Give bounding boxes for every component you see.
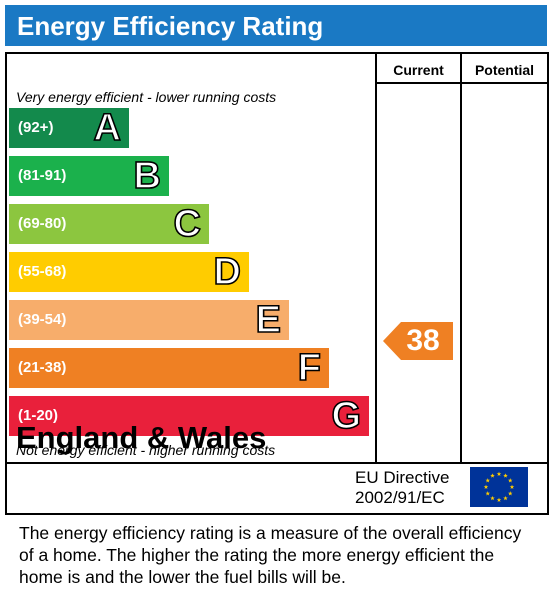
- band-letter: E: [255, 298, 282, 342]
- band-e: (39-54) E: [9, 298, 289, 342]
- band-letter: C: [173, 202, 202, 246]
- band-letter: A: [93, 106, 122, 150]
- eu-star: [483, 484, 489, 489]
- column-header-potential: Potential: [474, 62, 535, 78]
- eu-directive-line2: 2002/91/EC: [355, 488, 445, 507]
- band-f: (21-38) F: [9, 346, 329, 390]
- band-b: (81-91) B: [9, 154, 169, 198]
- arrow-shape: [383, 322, 453, 360]
- current-rating-value: 38: [406, 324, 440, 357]
- band-range-label: (1-20): [18, 407, 59, 424]
- band-a: (92+) A: [9, 106, 129, 150]
- eu-star: [496, 471, 502, 476]
- band-d: (55-68) D: [9, 250, 249, 294]
- eu-star: [490, 495, 495, 501]
- rating-table: Current Potential Very energy efficient …: [5, 52, 549, 515]
- band-range-label: (92+): [18, 119, 54, 136]
- eu-star: [503, 473, 508, 478]
- eu-directive-line1: EU Directive: [355, 468, 450, 487]
- band-g: (1-20) G: [9, 394, 369, 438]
- eu-star: [507, 478, 513, 483]
- eu-star: [507, 491, 513, 496]
- eu-star: [496, 497, 502, 502]
- eu-flag-icon: [470, 467, 528, 507]
- eu-star: [503, 495, 508, 501]
- eu-star: [509, 484, 515, 489]
- header-divider: [375, 82, 547, 84]
- band-letter: F: [297, 346, 322, 390]
- region-label: England & Wales: [16, 420, 267, 455]
- column-header-current: Current: [393, 62, 444, 78]
- chart-title: Energy Efficiency Rating: [17, 11, 324, 41]
- eu-star: [485, 478, 491, 483]
- divider-current: [375, 54, 377, 464]
- current-rating-arrow: 38: [383, 322, 453, 360]
- footer-divider: [7, 462, 547, 464]
- eu-star: [490, 473, 495, 478]
- eu-star: [485, 491, 491, 496]
- band-range-label: (39-54): [18, 311, 67, 328]
- band-letter: B: [133, 154, 162, 198]
- arrow-polygon: [383, 322, 453, 360]
- divider-potential: [460, 54, 462, 464]
- note-very-efficient: Very energy efficient - lower running co…: [16, 89, 277, 105]
- band-range-label: (81-91): [18, 167, 67, 184]
- band-letter: D: [213, 250, 242, 294]
- title-bar: Energy Efficiency Rating: [5, 5, 547, 46]
- band-range-label: (69-80): [18, 215, 67, 232]
- description-text: The energy efficiency rating is a measur…: [19, 523, 522, 587]
- band-range-label: (55-68): [18, 263, 67, 280]
- band-range-label: (21-38): [18, 359, 67, 376]
- note-not-efficient: Not energy efficient - higher running co…: [16, 442, 276, 458]
- band-c: (69-80) C: [9, 202, 209, 246]
- band-letter: G: [331, 394, 362, 438]
